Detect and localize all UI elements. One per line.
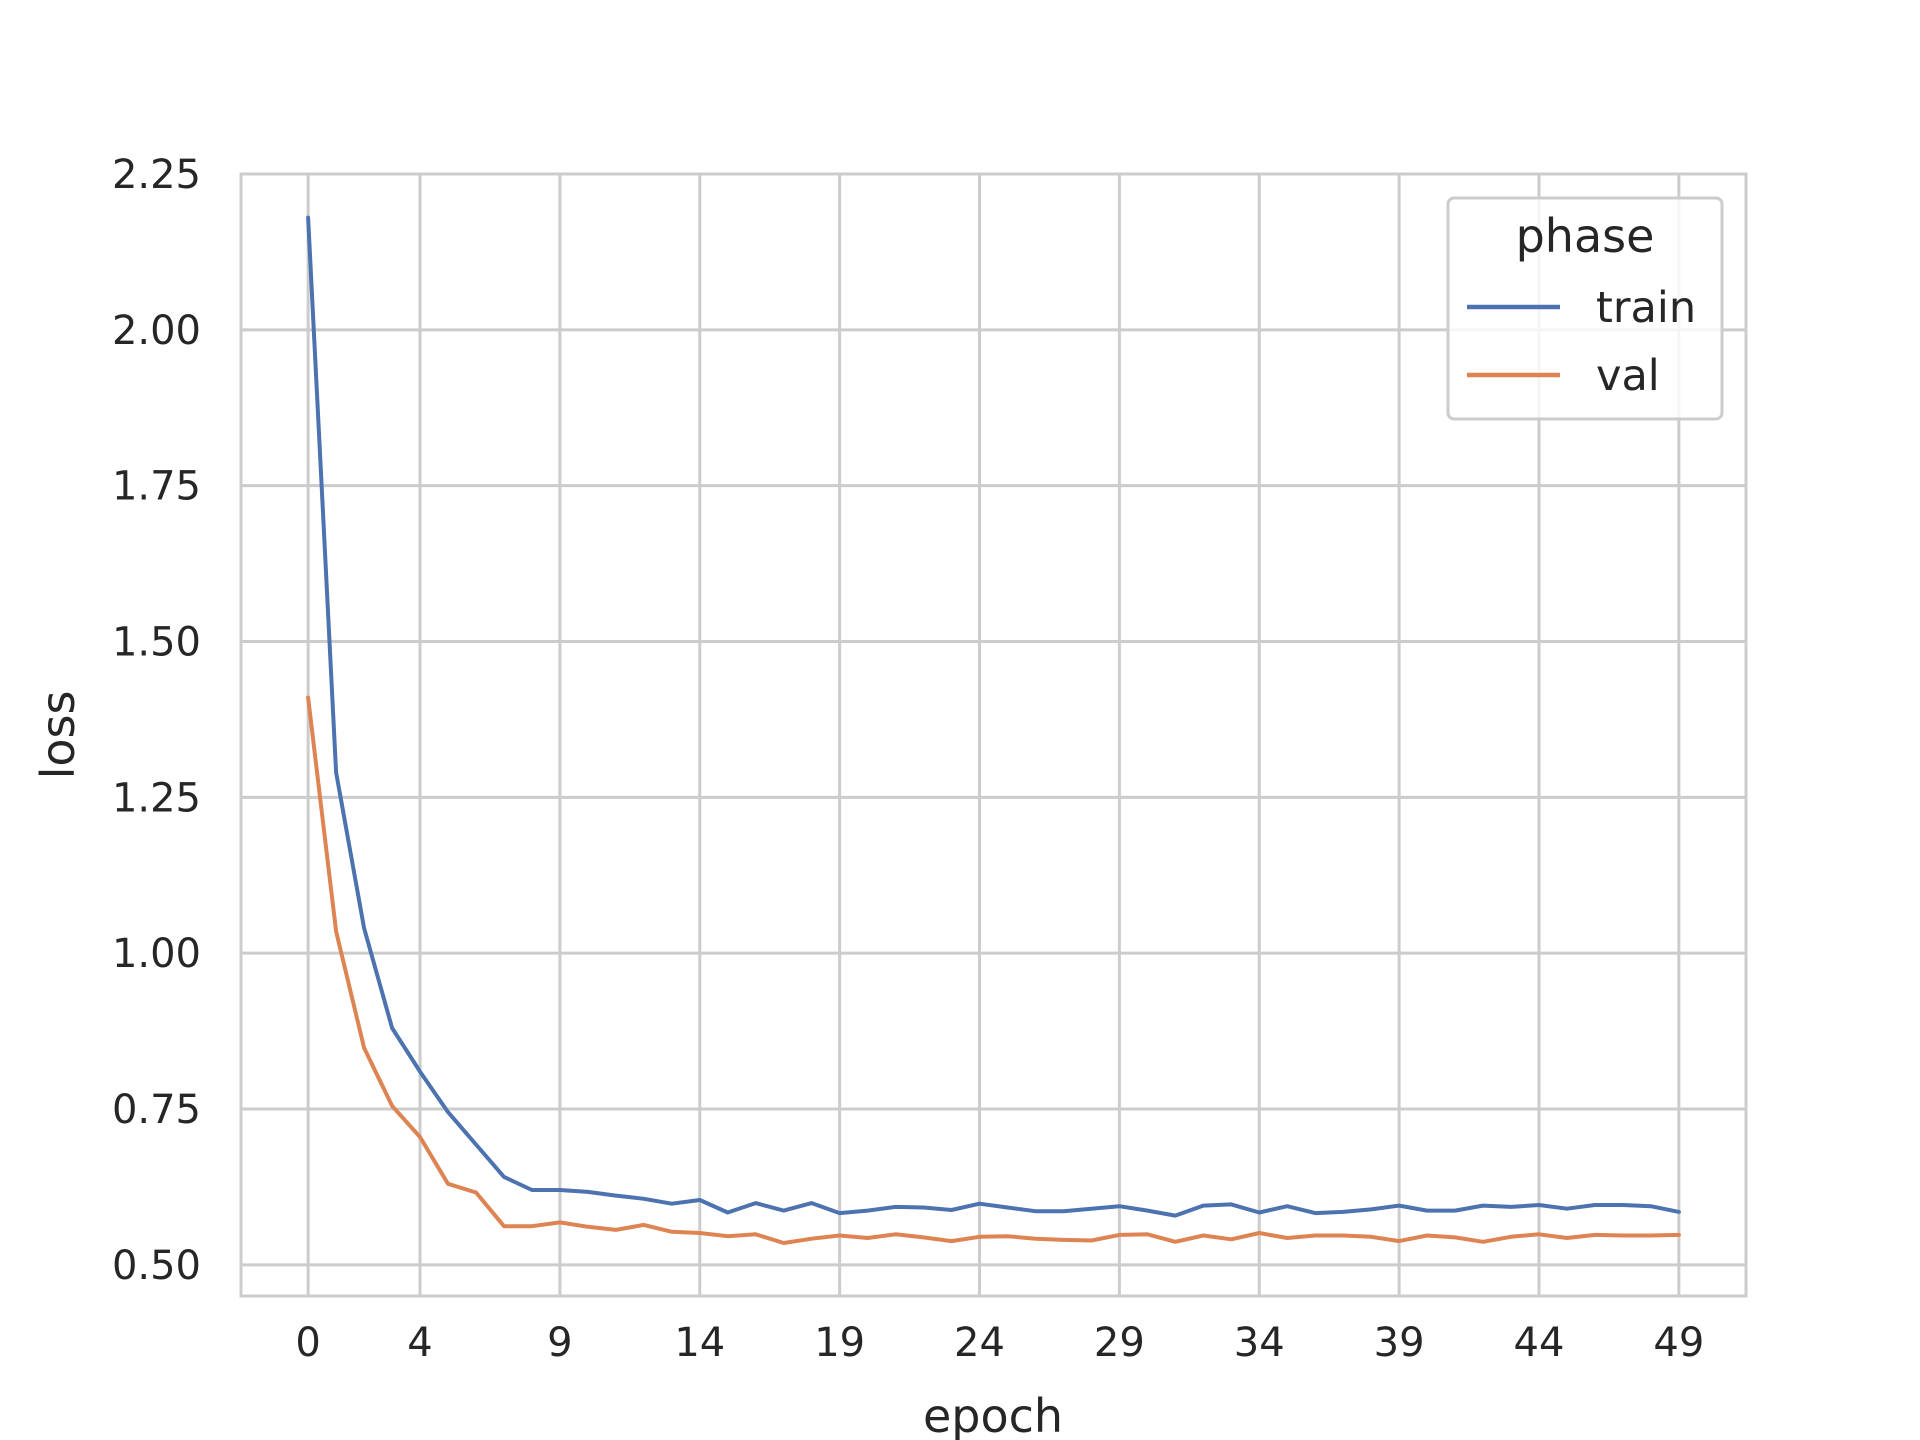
x-tick-labels: 0 4 9 14 19 24 29 34 39 44 49 [295, 1320, 1704, 1366]
y-tick-label: 1.25 [112, 775, 201, 821]
y-tick-label: 0.50 [112, 1243, 201, 1289]
y-tick-label: 1.75 [112, 464, 201, 510]
x-tick-label: 24 [954, 1320, 1005, 1366]
x-tick-label: 0 [295, 1320, 320, 1366]
legend-box [1446, 196, 1724, 421]
x-tick-label: 39 [1374, 1320, 1425, 1366]
y-tick-label: 0.75 [112, 1087, 201, 1133]
x-tick-label: 44 [1514, 1320, 1565, 1366]
series-line-val [306, 695, 1681, 1245]
x-tick-label: 14 [674, 1320, 725, 1366]
x-tick-label: 29 [1094, 1320, 1145, 1366]
x-tick-label: 34 [1234, 1320, 1285, 1366]
y-tick-label: 2.00 [112, 308, 201, 354]
series-group [306, 215, 1681, 1245]
y-axis-label: loss [31, 691, 85, 780]
y-tick-label: 1.50 [112, 620, 201, 666]
x-tick-label: 9 [547, 1320, 572, 1366]
y-tick-labels: 0.50 0.75 1.00 1.25 1.50 1.75 2.00 2.25 [112, 152, 201, 1289]
legend-label-train: train [1596, 283, 1696, 333]
plot-frame [239, 172, 1748, 1298]
x-axis-label: epoch [923, 1389, 1063, 1440]
y-tick-label: 1.00 [112, 931, 201, 977]
x-tick-label: 4 [407, 1320, 432, 1366]
x-tick-label: 49 [1653, 1320, 1704, 1366]
legend: phase train val [1446, 196, 1724, 421]
series-line-train [306, 215, 1681, 1218]
legend-title: phase [1516, 209, 1655, 263]
legend-label-val: val [1596, 351, 1660, 401]
x-tick-label: 19 [814, 1320, 865, 1366]
y-tick-label: 2.25 [112, 152, 201, 198]
